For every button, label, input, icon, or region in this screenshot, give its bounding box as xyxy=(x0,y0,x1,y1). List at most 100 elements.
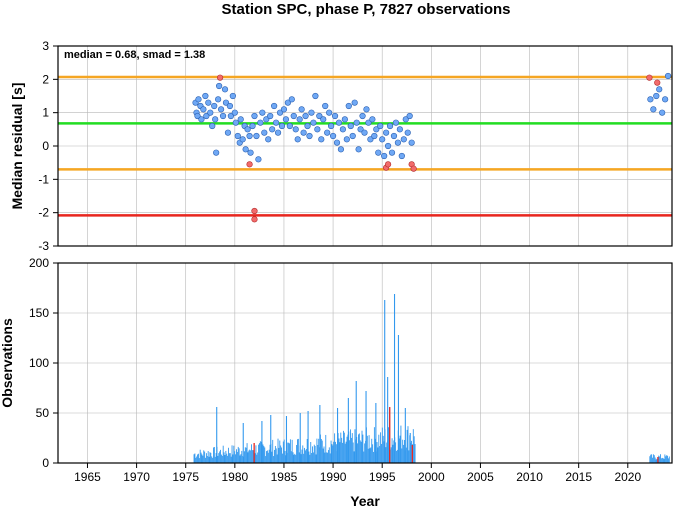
observation-bar-121 xyxy=(300,454,302,463)
observation-bar-81 xyxy=(265,456,267,463)
residual-point-77 xyxy=(329,132,337,140)
residual-point-88 xyxy=(351,99,358,106)
observation-bar-273 xyxy=(668,456,670,463)
observation-bar-27 xyxy=(217,455,219,463)
residual-point-114 xyxy=(402,116,409,123)
observation-bar-186 xyxy=(358,434,359,463)
observation-bar-97 xyxy=(279,440,281,463)
observation-bar-72 xyxy=(257,452,259,463)
bottom-y-tick-label-0: 0 xyxy=(42,456,49,470)
observation-bar-125 xyxy=(304,447,305,463)
observation-bar-233 xyxy=(399,435,401,463)
observation-bar-127 xyxy=(305,449,307,463)
observation-bar-9 xyxy=(201,454,203,463)
top-y-tick-label-2: -1 xyxy=(38,172,49,186)
observation-bar-48 xyxy=(236,449,237,463)
observation-bar-108 xyxy=(289,443,290,463)
observation-bar-229 xyxy=(396,450,397,463)
residual-point-9 xyxy=(205,99,212,106)
residual-y-axis-label: Median residual [s] xyxy=(9,83,25,210)
observation-spike-1 xyxy=(242,423,244,463)
observation-bar-24 xyxy=(214,456,216,463)
observation-bar-192 xyxy=(363,451,365,463)
residual-point-30 xyxy=(239,136,246,143)
residual-point-90 xyxy=(355,146,362,153)
residual-panel: median = 0.68, smad = 1.38 -3 -2 -1 0 1 2 3 Me… xyxy=(9,39,673,253)
observation-bar-12 xyxy=(204,451,206,463)
observation-bar-236 xyxy=(402,439,404,463)
residual-point-33 xyxy=(244,126,251,133)
observation-bar-88 xyxy=(271,451,273,463)
observation-bar-4 xyxy=(197,454,199,463)
observation-bar-253 xyxy=(651,454,653,463)
observation-bar-98 xyxy=(280,445,282,463)
residual-point-58 xyxy=(292,126,299,133)
observation-bar-117 xyxy=(297,439,298,463)
residual-point-35 xyxy=(247,149,254,156)
observation-bar-185 xyxy=(357,443,359,463)
residual-point-72 xyxy=(320,116,327,123)
observation-bar-16 xyxy=(207,451,209,463)
observation-bar-161 xyxy=(335,444,337,463)
observation-bar-113 xyxy=(293,454,295,463)
observation-bar-63 xyxy=(249,449,251,463)
observation-bar-226 xyxy=(393,440,395,463)
observation-bar-17 xyxy=(208,456,210,463)
observation-bar-73 xyxy=(258,444,260,463)
residual-point-110 xyxy=(394,139,402,146)
outlier-observation-bar-1 xyxy=(389,407,391,463)
residual-point-27 xyxy=(234,132,241,140)
observation-bar-14 xyxy=(205,453,207,463)
bottom-y-tick-label-3: 150 xyxy=(29,306,49,320)
observation-bar-49 xyxy=(236,451,238,463)
residual-point-108 xyxy=(390,132,398,140)
observation-bar-213 xyxy=(381,427,383,463)
residual-point-18 xyxy=(219,112,227,120)
residual-point-17 xyxy=(217,106,225,113)
outlier-observation-bar-0 xyxy=(253,443,255,463)
observation-bar-62 xyxy=(248,450,250,463)
observation-bar-32 xyxy=(221,455,223,463)
x-tick-label-3: 1980 xyxy=(221,470,248,484)
observation-bar-225 xyxy=(392,444,394,463)
observation-bar-193 xyxy=(364,443,366,463)
residual-point-119 xyxy=(650,106,657,113)
residual-point-101 xyxy=(377,122,384,130)
observation-bar-106 xyxy=(287,442,289,463)
observation-spike-14 xyxy=(387,377,389,463)
observation-bar-83 xyxy=(266,450,268,463)
residual-point-87 xyxy=(349,132,356,140)
observation-bar-258 xyxy=(655,459,657,463)
residual-point-39 xyxy=(255,156,262,163)
residual-point-95 xyxy=(365,119,372,126)
observation-bar-29 xyxy=(219,451,221,463)
residual-point-52 xyxy=(280,106,288,113)
observation-bar-93 xyxy=(275,448,277,463)
observation-bar-208 xyxy=(377,447,379,463)
residual-point-23 xyxy=(227,112,235,120)
observation-bar-212 xyxy=(381,443,382,463)
observation-bar-250 xyxy=(414,444,416,463)
observation-bar-215 xyxy=(383,441,385,463)
top-y-tick-label-4: 1 xyxy=(42,106,49,120)
observation-bar-269 xyxy=(665,456,667,463)
residual-point-8 xyxy=(203,112,210,120)
observation-bar-255 xyxy=(652,454,654,463)
observation-bar-265 xyxy=(661,457,663,463)
residual-point-92 xyxy=(359,112,366,120)
observation-bar-10 xyxy=(202,455,204,463)
observations-panel: 0 50 100 150 200 1965 1970 1975 1980 1985 1990 199… xyxy=(0,256,673,509)
residual-point-97 xyxy=(369,116,376,123)
observation-bar-200 xyxy=(370,447,372,463)
observation-bar-261 xyxy=(658,455,660,463)
residual-point-115 xyxy=(404,129,411,136)
observation-bar-168 xyxy=(342,442,344,463)
observation-bar-153 xyxy=(328,447,330,463)
x-axis-label: Year xyxy=(350,493,380,509)
observation-bar-148 xyxy=(324,452,326,463)
observation-bar-220 xyxy=(388,427,389,463)
residual-point-107 xyxy=(388,149,396,156)
observation-bar-43 xyxy=(231,445,233,463)
residual-point-3 xyxy=(195,96,202,103)
observation-bar-152 xyxy=(327,450,329,463)
